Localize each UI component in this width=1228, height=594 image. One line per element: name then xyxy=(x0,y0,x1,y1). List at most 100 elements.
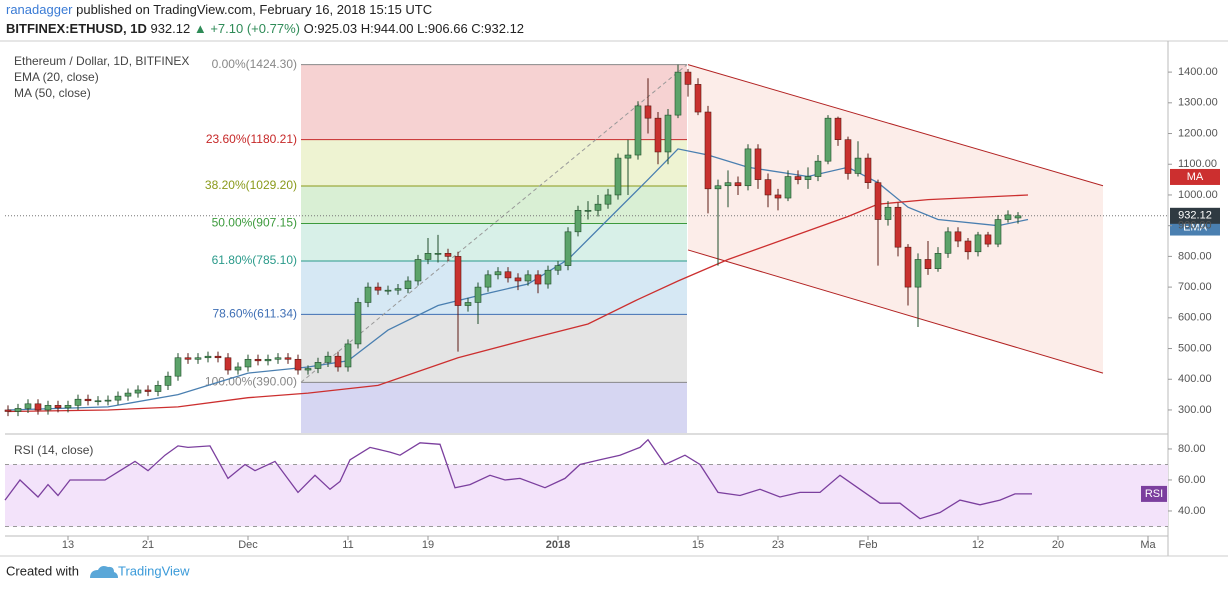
x-tick-label: 15 xyxy=(692,539,704,551)
candle-body xyxy=(644,105,652,119)
x-tick-label: 19 xyxy=(422,539,434,551)
fib-zone xyxy=(301,382,687,433)
y-tick-label: 1300.00 xyxy=(1178,97,1218,109)
candle-body xyxy=(794,176,802,180)
fib-label: 100.00%(390.00) xyxy=(205,374,297,388)
symbol: BITFINEX:ETHUSD, 1D xyxy=(6,21,147,36)
channel-line xyxy=(687,249,1104,374)
candle-body xyxy=(654,117,662,153)
series-tag-bg xyxy=(1170,168,1220,185)
fib-zone xyxy=(301,139,687,186)
candle-body xyxy=(814,160,822,177)
x-tick-label: 20 xyxy=(1052,539,1064,551)
candle-body xyxy=(454,256,462,306)
series-line xyxy=(7,148,1029,411)
tv-logo xyxy=(90,566,118,578)
candle-body xyxy=(874,182,882,220)
candle-body xyxy=(44,405,52,411)
brand[interactable]: TradingView xyxy=(118,563,190,578)
candle-body xyxy=(84,398,92,402)
candle-body xyxy=(34,403,42,411)
candle-body xyxy=(4,409,12,412)
candle-body xyxy=(184,357,192,360)
candle-body xyxy=(444,253,452,257)
series-tag: EMA xyxy=(1183,221,1208,233)
candle-body xyxy=(634,105,642,156)
candle-body xyxy=(784,176,792,199)
candle-body xyxy=(214,355,222,359)
candle-body xyxy=(994,219,1002,245)
x-tick-label: 13 xyxy=(62,539,74,551)
legend-entry: MA (50, close) xyxy=(14,86,91,100)
candle-body xyxy=(384,289,392,292)
candle-body xyxy=(304,368,312,371)
candle-body xyxy=(524,274,532,282)
series-tag: RSI xyxy=(1145,488,1163,500)
y-tick-label: 400.00 xyxy=(1178,373,1212,385)
candle-body xyxy=(324,355,332,363)
candle-body xyxy=(754,148,762,180)
y-tick-label: 1000.00 xyxy=(1178,189,1218,201)
candle-body xyxy=(854,157,862,174)
y-tick-label: 700.00 xyxy=(1178,281,1212,293)
series-line xyxy=(7,194,1029,413)
candle-body xyxy=(254,358,262,362)
x-tick-label: 23 xyxy=(772,539,784,551)
candle-body xyxy=(744,148,752,187)
candle-body xyxy=(774,194,782,199)
published: published on TradingView.com, February 1… xyxy=(73,2,433,17)
candle-body xyxy=(494,271,502,276)
candle-body xyxy=(1004,214,1012,220)
series-tag: MA xyxy=(1187,171,1204,183)
x-tick-label: 2018 xyxy=(546,539,570,551)
y-tick-label: 600.00 xyxy=(1178,312,1212,324)
candle-body xyxy=(604,194,612,205)
candle-body xyxy=(554,265,562,271)
candle-body xyxy=(584,210,592,212)
y-tick-label: 1400.00 xyxy=(1178,66,1218,78)
candle-body xyxy=(664,114,672,153)
rsi-pane: RSI (14, close) RSI 13 21 Dec 11 19 2018 15 23 Feb… xyxy=(4,438,1168,551)
candle-body xyxy=(484,274,492,288)
price: 932.12 xyxy=(150,21,190,36)
candle-body xyxy=(984,234,992,245)
candle-body xyxy=(884,206,892,220)
candle-body xyxy=(284,357,292,360)
fib-label: 61.80%(785.10) xyxy=(212,253,297,267)
candle-body xyxy=(424,253,432,260)
fib-trend xyxy=(300,64,688,383)
ohlc: O:925.03 H:944.00 L:906.66 C:932.12 xyxy=(304,21,524,36)
candle-body xyxy=(204,355,212,359)
candle-body xyxy=(944,231,952,254)
candle-body xyxy=(1014,215,1022,219)
author[interactable]: ranadagger xyxy=(6,2,73,17)
candle-body xyxy=(344,343,352,368)
header-line: ranadagger published on TradingView.com,… xyxy=(6,2,432,17)
series-line xyxy=(4,438,1032,520)
candle-body xyxy=(104,399,112,402)
candle-body xyxy=(684,71,692,85)
candle-body xyxy=(164,375,172,386)
candle-body xyxy=(974,234,982,253)
x-tick-label: 21 xyxy=(142,539,154,551)
candle-body xyxy=(834,117,842,140)
fib-zone xyxy=(301,64,687,140)
candle-body xyxy=(924,259,932,269)
candle-body xyxy=(174,357,182,377)
price-pane: 0.00%(1424.30) 23.60%(1180.21) 38.20%(1029… xyxy=(4,54,1220,433)
candle-body xyxy=(564,231,572,266)
candle-body xyxy=(354,302,362,345)
y-tick-label: 900.00 xyxy=(1178,220,1212,232)
y-tick-label: 60.00 xyxy=(1178,474,1206,486)
candle-body xyxy=(824,117,832,162)
channel-line xyxy=(687,64,1104,187)
candle-body xyxy=(274,357,282,360)
candle-body xyxy=(624,154,632,159)
candle-body xyxy=(394,288,402,291)
candle-body xyxy=(54,405,62,409)
candle-body xyxy=(374,286,382,291)
candle-body xyxy=(24,403,32,409)
pane-title: Ethereum / Dollar, 1D, BITFINEX xyxy=(14,54,189,68)
